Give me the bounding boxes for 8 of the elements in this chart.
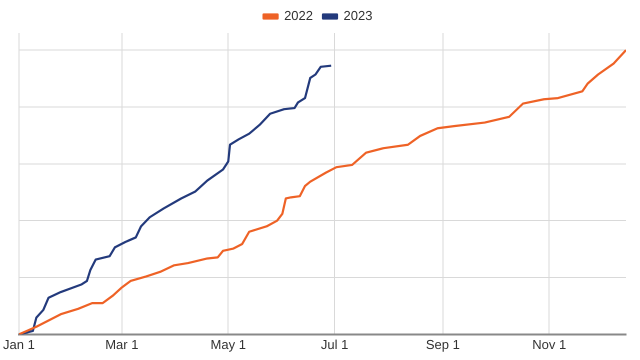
x-tick-label: Jul 1 <box>320 336 348 352</box>
x-tick-label: Mar 1 <box>105 336 138 352</box>
x-tick-label: Sep 1 <box>426 336 460 352</box>
legend-label: 2022 <box>284 8 313 24</box>
x-tick-label: Jan 1 <box>2 336 35 352</box>
legend-label: 2023 <box>344 8 372 24</box>
x-tick-label: Nov 1 <box>532 336 566 352</box>
x-tick-label: May 1 <box>210 336 246 352</box>
